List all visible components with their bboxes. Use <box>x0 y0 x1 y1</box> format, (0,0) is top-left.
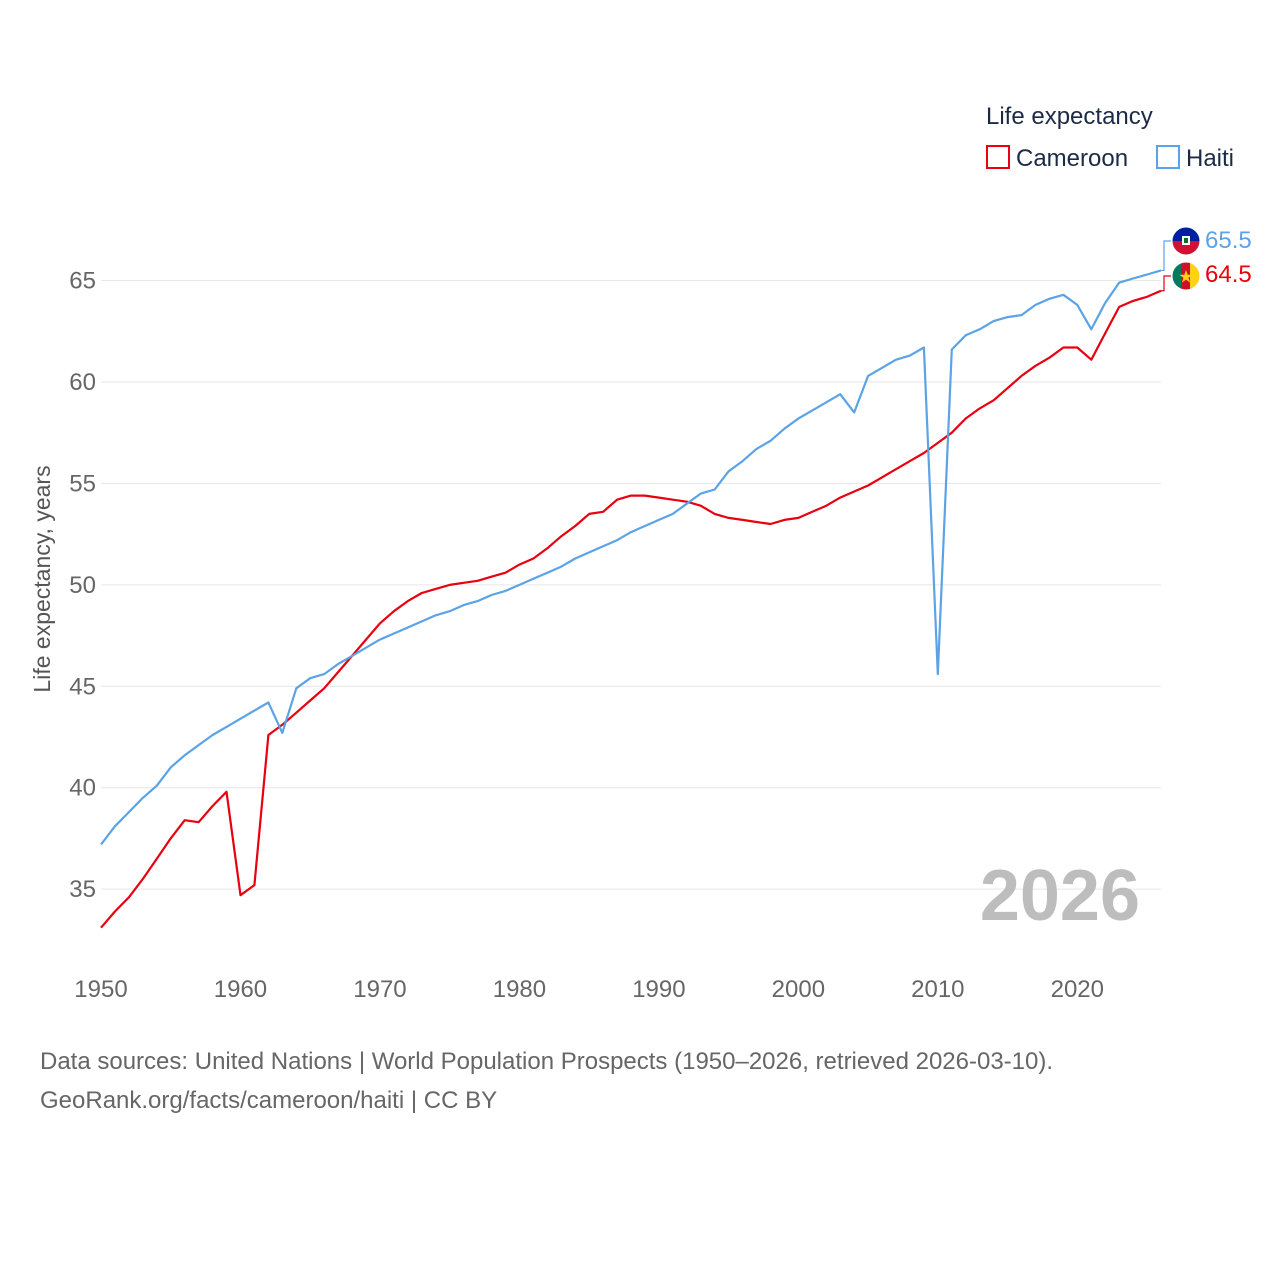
legend-label-cameroon[interactable]: Cameroon <box>1016 145 1128 172</box>
x-tick-1950: 1950 <box>74 976 127 1003</box>
x-tick-labels: 1950 1960 1970 1980 1990 2000 2010 2020 <box>74 976 1104 1003</box>
cameroon-flag <box>1172 262 1200 290</box>
series-connector-cameroon <box>1161 275 1171 292</box>
data-sources-text: Data sources: United Nations | World Pop… <box>40 1048 1054 1075</box>
gridlines <box>101 280 1161 890</box>
x-tick-2010: 2010 <box>911 976 964 1003</box>
legend-label-haiti[interactable]: Haiti <box>1186 145 1234 172</box>
y-tick-35: 35 <box>69 876 96 903</box>
footer: Data sources: United Nations | World Pop… <box>40 1042 1240 1120</box>
series-connector-haiti <box>1161 240 1171 272</box>
credit-link[interactable]: GeoRank.org/facts/cameroon/haiti | CC BY <box>40 1087 498 1114</box>
cameroon-end-value: 64.5 <box>1205 261 1252 288</box>
y-tick-55: 55 <box>69 470 96 497</box>
series-line-cameroon[interactable] <box>100 289 1162 929</box>
x-tick-2000: 2000 <box>772 976 825 1003</box>
x-tick-2020: 2020 <box>1051 976 1104 1003</box>
year-watermark: 2026 <box>980 856 1140 936</box>
x-tick-1960: 1960 <box>214 976 267 1003</box>
y-tick-labels: 35 40 45 50 55 60 65 <box>69 268 96 904</box>
legend-swatch-haiti[interactable] <box>1156 145 1180 169</box>
line-chart: 35 40 45 50 55 60 65 1950 1960 1970 1980 1990 2000 2… <box>29 103 1252 1003</box>
cameroon-flag-border <box>1171 261 1201 291</box>
y-tick-40: 40 <box>69 775 96 802</box>
haiti-flag <box>1172 227 1200 255</box>
y-tick-65: 65 <box>69 268 96 295</box>
x-tick-1990: 1990 <box>632 976 685 1003</box>
series-lines <box>100 240 1171 929</box>
x-tick-1980: 1980 <box>493 976 546 1003</box>
series-line-haiti[interactable] <box>100 269 1162 846</box>
x-tick-1970: 1970 <box>353 976 406 1003</box>
legend-title: Life expectancy <box>986 103 1153 130</box>
haiti-flag-border <box>1171 226 1201 256</box>
y-axis-title: Life expectancy, years <box>29 465 55 692</box>
legend: Life expectancy Cameroon Haiti <box>986 103 1234 172</box>
legend-swatch-cameroon[interactable] <box>986 145 1010 169</box>
y-tick-45: 45 <box>69 673 96 700</box>
y-tick-60: 60 <box>69 369 96 396</box>
haiti-end-value: 65.5 <box>1205 227 1252 254</box>
y-tick-50: 50 <box>69 572 96 599</box>
